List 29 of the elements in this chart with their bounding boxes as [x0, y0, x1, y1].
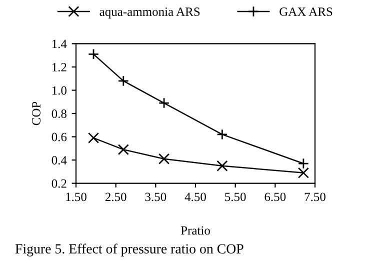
point	[118, 75, 129, 86]
point	[158, 153, 170, 164]
point	[216, 160, 228, 172]
point	[88, 132, 100, 144]
point	[158, 97, 170, 109]
x-axis-title: Pratio	[180, 226, 210, 235]
point	[298, 158, 310, 170]
y-tick-label: 1.0	[52, 86, 66, 95]
legend-label: aqua-ammonia ARS	[100, 8, 200, 18]
x-tick-label: 5.50	[225, 192, 246, 202]
y-tick-label: 0.2	[52, 179, 66, 188]
x-tick-label: 4.50	[184, 192, 206, 202]
point	[118, 144, 129, 156]
point	[216, 128, 228, 140]
point	[298, 167, 310, 178]
x-tick-label: 1.50	[66, 192, 86, 202]
y-tick-label: 0.4	[52, 156, 67, 165]
x-tick-label: 6.50	[264, 192, 286, 202]
y-tick-label: 1.4	[52, 40, 67, 48]
legend-label: GAX ARS	[280, 8, 332, 16]
y-axis-title: COP	[32, 102, 40, 126]
x-tick-label: 7.50	[304, 192, 326, 202]
y-tick-label: 1.2	[52, 63, 66, 72]
y-tick-label: 0.6	[52, 132, 67, 142]
caption: Figure 5. Effect of pressure ratio on COP	[15, 244, 244, 256]
point	[88, 48, 100, 60]
x-tick-label: 3.50	[145, 192, 166, 202]
y-tick-label: 0.8	[52, 110, 66, 118]
x-tick-label: 2.50	[105, 192, 126, 202]
